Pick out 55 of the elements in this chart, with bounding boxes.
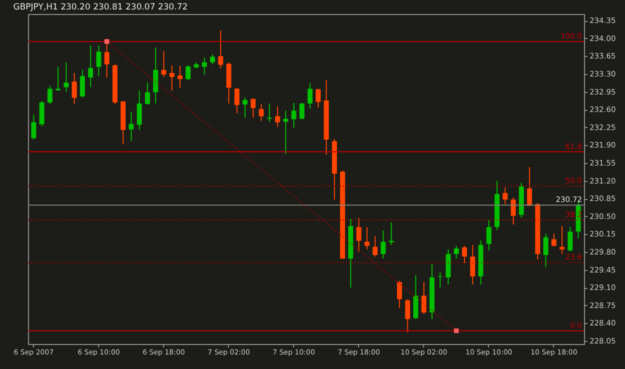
candlestick — [283, 110, 288, 154]
candlestick — [64, 62, 69, 92]
candlestick — [178, 65, 183, 88]
candlestick — [413, 274, 418, 320]
candlestick — [560, 226, 565, 254]
candlestick — [242, 96, 248, 118]
candlestick — [316, 88, 321, 108]
candlestick — [299, 102, 304, 120]
candlestick — [72, 72, 77, 104]
candlestick — [80, 69, 85, 98]
candlestick — [438, 272, 443, 288]
candlestick — [275, 106, 280, 128]
candlestick — [186, 64, 191, 81]
chart-title: GBPJPY,H1 230.20 230.81 230.07 230.72 — [13, 2, 188, 12]
candlestick — [266, 102, 272, 122]
candlestick — [470, 244, 476, 286]
candlestick — [153, 47, 158, 104]
candlestick — [551, 233, 556, 247]
candlestick — [446, 248, 451, 286]
candlestick — [510, 197, 516, 226]
candlestick — [218, 30, 224, 69]
candlestick — [88, 45, 94, 88]
candlestick — [502, 186, 508, 205]
candlestick — [486, 219, 492, 251]
candlestick — [136, 90, 142, 130]
candlestick — [47, 85, 52, 104]
candlestick — [388, 222, 394, 246]
candlestick — [234, 87, 240, 114]
candlestick — [202, 57, 207, 76]
candlestick — [527, 166, 532, 207]
candlestick — [364, 226, 370, 250]
candlestick — [39, 100, 44, 127]
candlestick — [568, 226, 573, 252]
candlestick — [128, 111, 134, 142]
candlestick — [31, 114, 36, 140]
candlestick — [210, 54, 216, 65]
candlestick — [56, 66, 61, 92]
candlestick — [161, 50, 166, 78]
candlestick — [144, 82, 150, 106]
candlestick — [462, 245, 468, 264]
candlestick — [291, 102, 296, 128]
candlestick — [372, 236, 378, 258]
candlestick — [380, 230, 386, 260]
candlestick — [543, 233, 548, 268]
candlestick — [96, 45, 102, 77]
candlestick — [258, 104, 264, 122]
candlestick — [250, 98, 256, 118]
candlestick — [405, 298, 410, 333]
candlestick — [396, 280, 402, 308]
candlestick — [356, 217, 362, 252]
candlestick — [308, 82, 313, 110]
candlestick — [421, 281, 426, 314]
candlestick — [226, 62, 232, 104]
candlestick — [169, 64, 174, 92]
candlestick — [454, 245, 459, 260]
